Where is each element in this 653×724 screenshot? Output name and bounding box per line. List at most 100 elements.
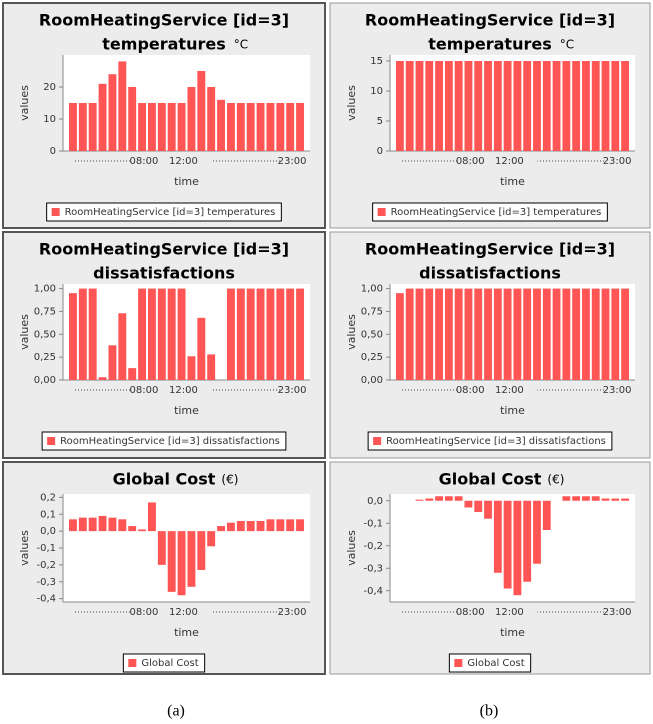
bar [68, 103, 77, 151]
legend-swatch [454, 659, 463, 667]
bar [435, 496, 443, 501]
bar [601, 498, 610, 501]
bar [266, 519, 275, 532]
chart-title: Global Cost [439, 470, 542, 489]
y-axis-label: values [345, 85, 358, 121]
bar [474, 288, 483, 380]
bar [572, 288, 581, 380]
bar [405, 288, 414, 380]
bar [425, 498, 434, 501]
bar [217, 526, 226, 532]
x-tick-bg [605, 154, 646, 168]
legend-label: RoomHeatingService [id=3] dissatisfactio… [60, 436, 280, 447]
y-tick-label: 0,75 [361, 306, 383, 317]
plot-area [390, 494, 635, 602]
bar [503, 61, 512, 151]
x-tick-bg [458, 383, 499, 397]
x-tick-bg [171, 605, 212, 619]
bar [68, 519, 77, 532]
x-tick-label: 12:00 [169, 385, 198, 396]
bar [118, 61, 127, 151]
bar [207, 354, 216, 380]
legend [367, 431, 613, 451]
bar [108, 517, 117, 532]
y-tick-label: -0,3 [363, 563, 383, 574]
y-tick-label: 0,75 [34, 306, 56, 317]
y-tick-label: 0,0 [367, 496, 383, 507]
bar [435, 61, 443, 151]
bar [415, 499, 424, 501]
bar [464, 500, 473, 508]
y-tick-label: 0,25 [361, 352, 383, 363]
bar [533, 500, 541, 564]
bar [276, 103, 285, 151]
x-tick-label: 23:00 [278, 607, 307, 618]
legend-label: Global Cost [467, 658, 524, 669]
y-tick-label: 15 [370, 56, 383, 67]
y-tick-label: 0,1 [40, 509, 56, 520]
bar [88, 517, 97, 532]
x-tick-label: 23:00 [603, 156, 632, 167]
bar [286, 519, 295, 532]
y-tick-label: 1,00 [361, 284, 383, 295]
bar [562, 61, 571, 151]
x-axis-label: time [174, 404, 199, 417]
bar [167, 531, 176, 592]
bar [611, 61, 620, 151]
x-tick-bg [131, 154, 172, 168]
x-tick-label: 08:00 [130, 607, 159, 618]
bar [276, 288, 285, 380]
x-tick-label: 12:00 [169, 156, 198, 167]
bar [503, 288, 512, 380]
x-tick-label: 12:00 [495, 607, 524, 618]
y-tick-label: -0,4 [36, 594, 56, 605]
bar [611, 498, 620, 501]
bar [98, 377, 107, 380]
bar [98, 83, 107, 151]
caption: (b) [480, 703, 499, 720]
bar [187, 531, 196, 587]
bar [425, 61, 434, 151]
bar [246, 521, 255, 532]
bar [591, 61, 600, 151]
chart-subtitle: dissatisfactions [93, 264, 235, 283]
bar [88, 103, 97, 151]
bar [523, 500, 532, 582]
legend-swatch [128, 659, 137, 667]
bar [167, 103, 176, 151]
y-tick-label: -0,1 [363, 518, 383, 529]
unit: (€) [221, 473, 238, 487]
bar [236, 521, 245, 532]
bar [621, 61, 630, 151]
bar [591, 496, 600, 501]
bar [167, 288, 176, 380]
chart-title: RoomHeatingService [id=3] [365, 11, 615, 30]
x-tick-bg [497, 605, 538, 619]
bar [503, 500, 512, 589]
bar [118, 313, 127, 380]
x-tick-label: 08:00 [130, 156, 159, 167]
x-tick-label: 08:00 [456, 385, 485, 396]
unit: °C [560, 38, 574, 52]
x-tick-label: 23:00 [603, 607, 632, 618]
bar [68, 293, 77, 380]
bar [138, 288, 147, 380]
bar [197, 71, 206, 151]
bar [444, 288, 453, 380]
bar [425, 288, 434, 380]
bar [444, 61, 453, 151]
chart-title: RoomHeatingService [id=3] [365, 240, 615, 259]
bar [226, 522, 235, 532]
bar [395, 293, 404, 380]
bar [128, 87, 137, 151]
bar [138, 529, 147, 532]
bar [157, 531, 166, 565]
x-axis-label: time [174, 626, 199, 639]
y-tick-label: 0 [50, 146, 56, 157]
x-tick-bg [605, 605, 646, 619]
x-tick-bg [131, 605, 172, 619]
bar [552, 61, 561, 151]
bar [572, 61, 581, 151]
legend-swatch [377, 208, 386, 216]
chart-subtitle: temperatures [428, 35, 551, 54]
